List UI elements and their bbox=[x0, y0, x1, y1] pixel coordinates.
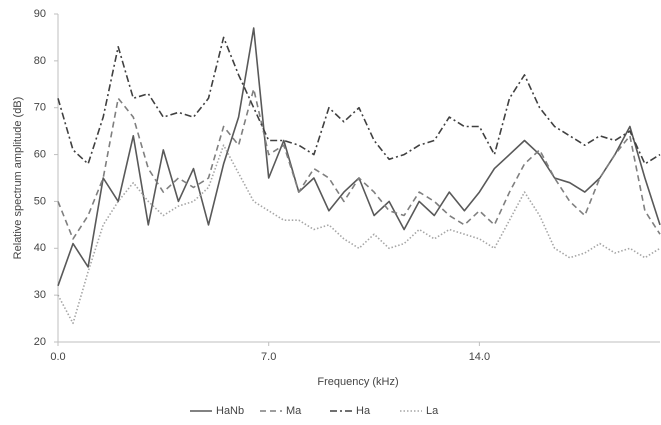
x-tick-label: 0.0 bbox=[50, 351, 65, 363]
series-line bbox=[57, 27, 661, 287]
y-tick-label: 40 bbox=[34, 242, 46, 254]
series-line bbox=[57, 144, 661, 325]
y-tick-label: 50 bbox=[34, 195, 46, 207]
y-tick-label: 90 bbox=[34, 8, 46, 20]
x-axis-label: Frequency (kHz) bbox=[317, 376, 398, 388]
legend-label: Ma bbox=[286, 405, 302, 417]
legend-label: Ha bbox=[356, 405, 371, 417]
y-tick-label: 30 bbox=[34, 289, 46, 301]
legend-label: HaNb bbox=[216, 405, 244, 417]
series-line bbox=[57, 88, 661, 240]
y-axis-label: Relative spectrum amplitude (dB) bbox=[12, 97, 24, 260]
y-tick-label: 70 bbox=[34, 102, 46, 114]
series-line bbox=[57, 36, 661, 165]
y-tick-label: 60 bbox=[34, 148, 46, 160]
legend-label: La bbox=[426, 405, 439, 417]
x-tick-label: 14.0 bbox=[469, 351, 490, 363]
x-tick-label: 7.0 bbox=[261, 351, 276, 363]
y-tick-label: 80 bbox=[34, 55, 46, 67]
y-tick-label: 20 bbox=[34, 336, 46, 348]
